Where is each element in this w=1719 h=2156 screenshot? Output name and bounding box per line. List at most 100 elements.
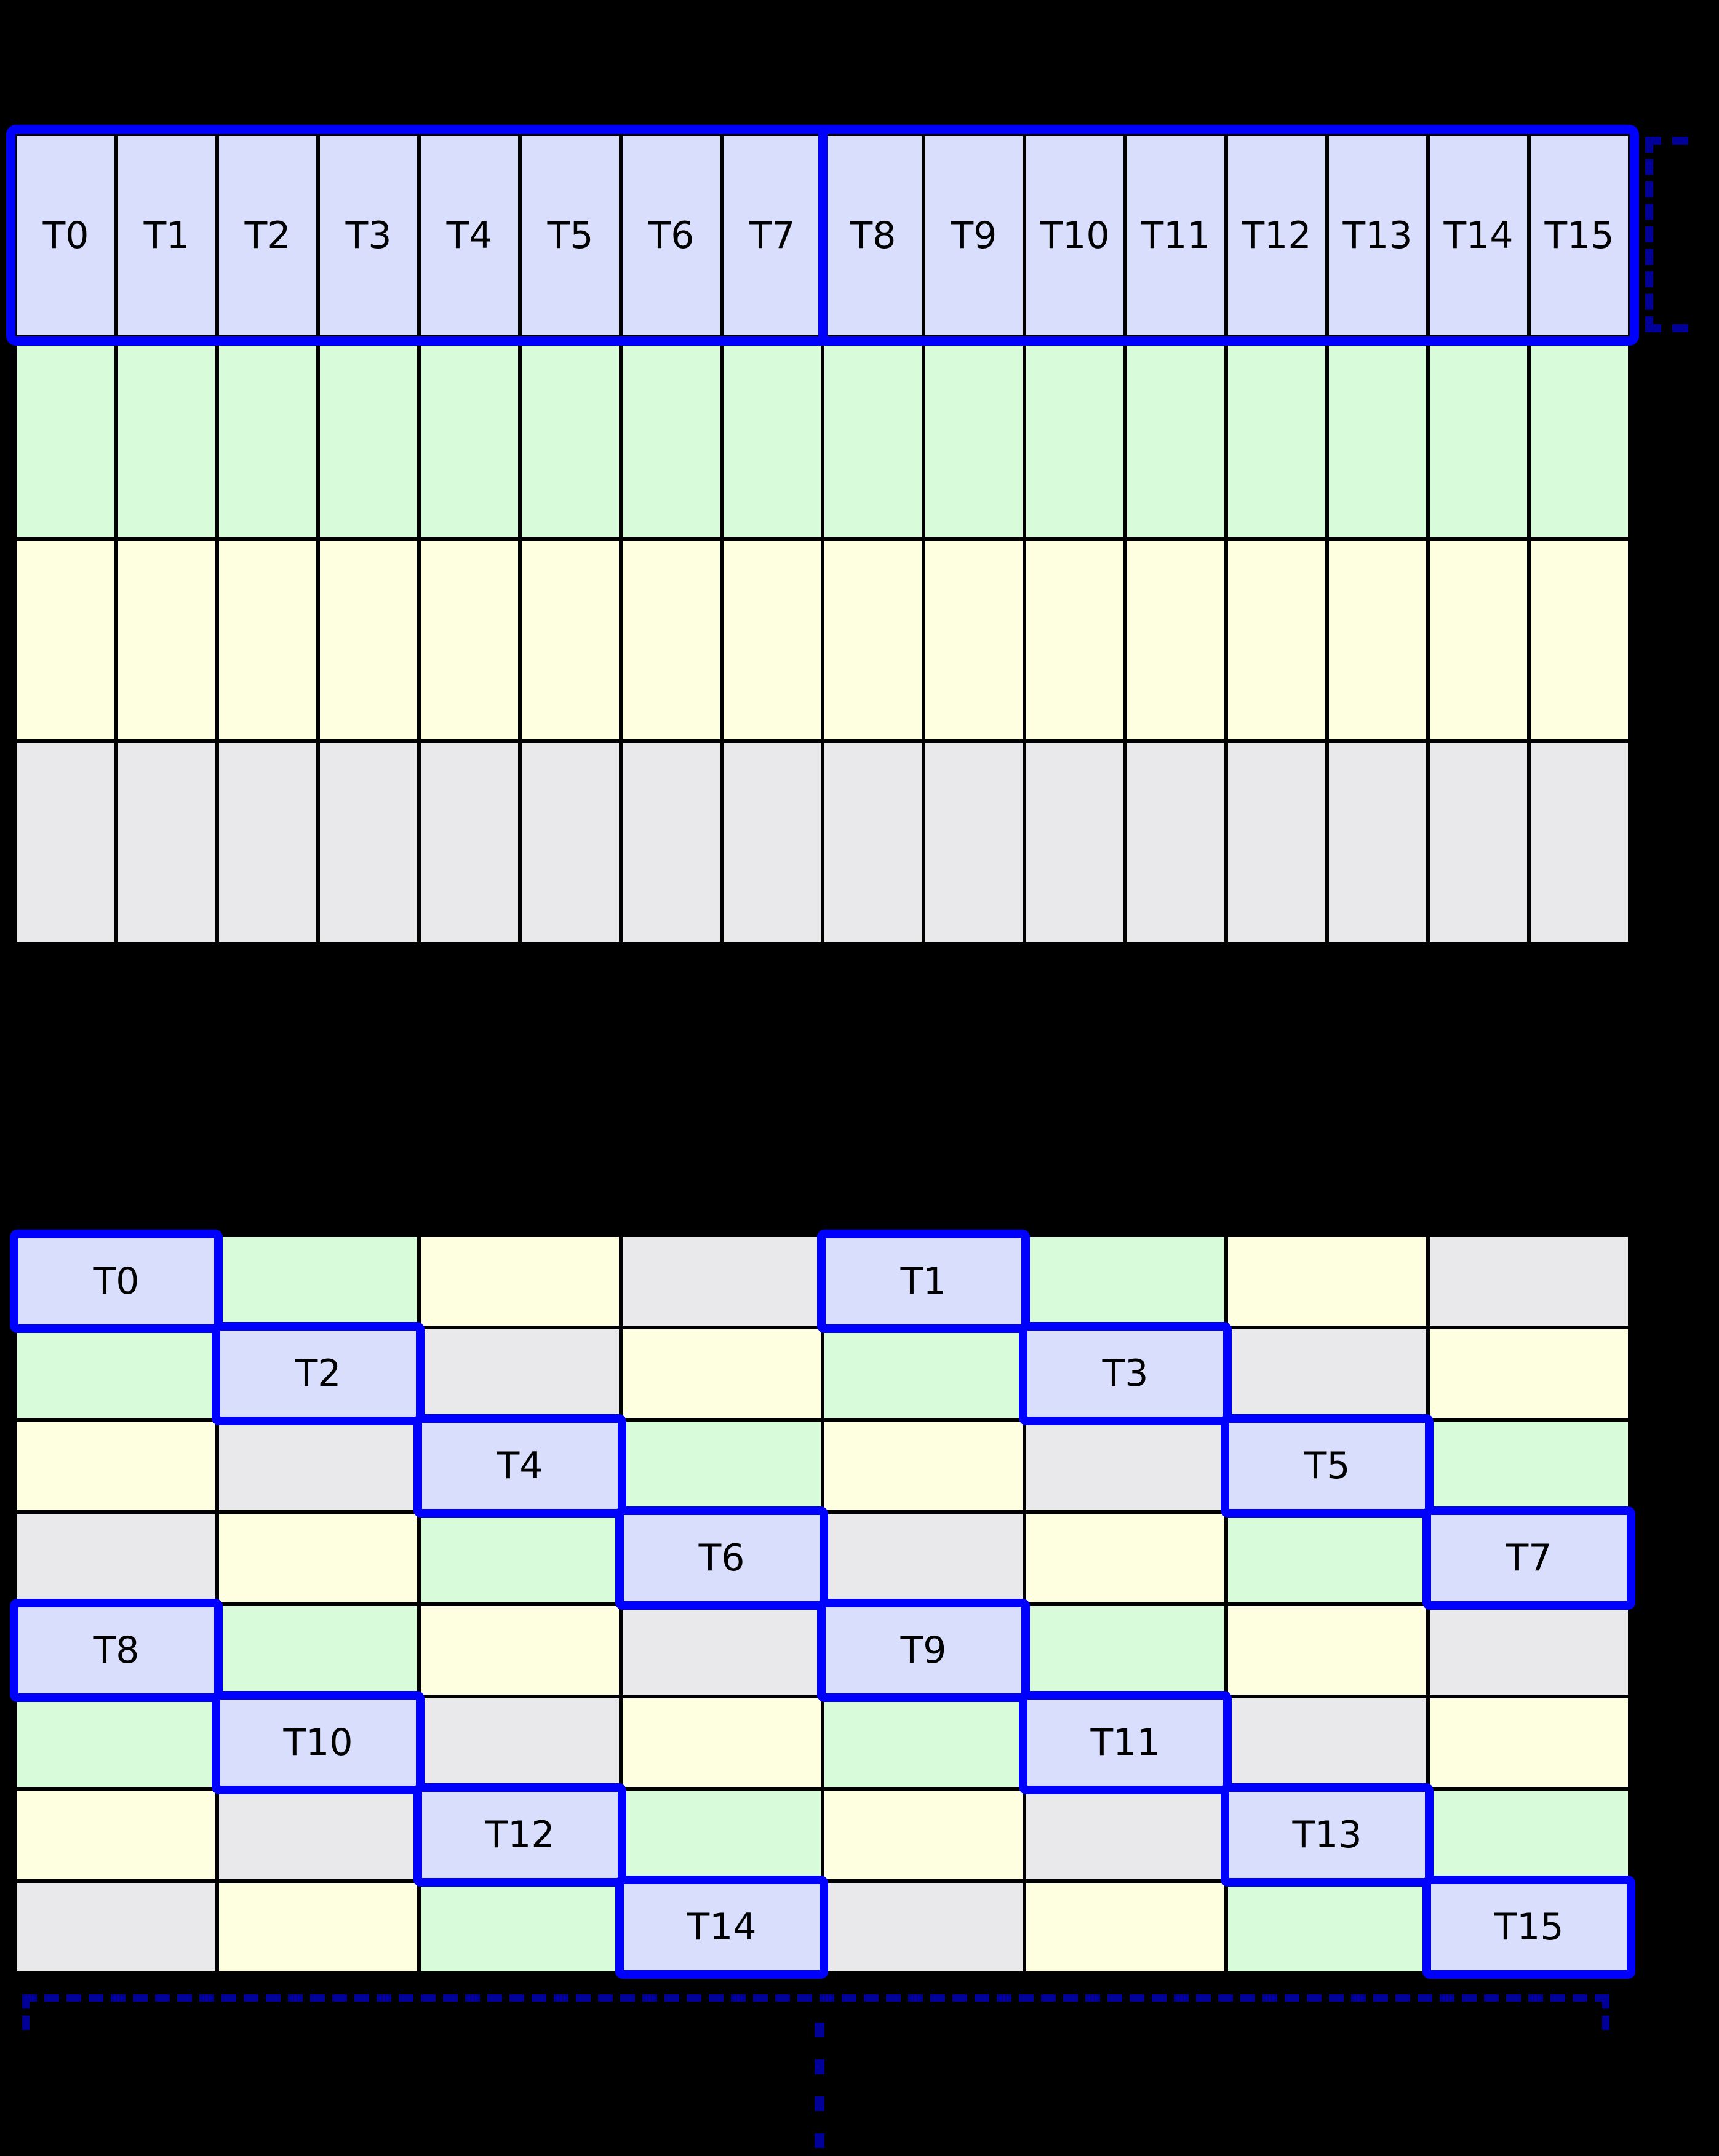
memory-bank-cell xyxy=(1024,1604,1226,1697)
memory-row-cell xyxy=(116,741,217,944)
thread-label: T3 xyxy=(345,213,392,257)
memory-row-cell xyxy=(1024,336,1125,539)
memory-bank-cell xyxy=(419,1327,621,1420)
memory-bank-cell xyxy=(217,1604,419,1697)
thread-label: T7 xyxy=(749,213,796,257)
memory-bank-cell xyxy=(823,1327,1024,1420)
thread-label: T2 xyxy=(295,1352,341,1395)
warp-thread-cell: T13 xyxy=(1327,134,1428,336)
memory-row-cell xyxy=(621,741,722,944)
memory-bank-cell xyxy=(217,1235,419,1327)
thread-label: T0 xyxy=(93,1260,140,1303)
thread-label: T15 xyxy=(1544,213,1614,257)
thread-cell: T5 xyxy=(1221,1414,1434,1518)
memory-row-cell xyxy=(419,741,520,944)
thread-label: T9 xyxy=(900,1629,947,1672)
memory-row-cell xyxy=(1327,539,1428,741)
memory-row-cell xyxy=(520,741,621,944)
memory-bank-cell xyxy=(217,1881,419,1973)
memory-bank-cell xyxy=(1428,1789,1630,1881)
memory-row-cell xyxy=(823,741,923,944)
memory-bank-cell xyxy=(621,1789,823,1881)
memory-row-cell xyxy=(1327,741,1428,944)
thread-cell: T11 xyxy=(1019,1691,1232,1794)
memory-bank-cell xyxy=(1226,1604,1428,1697)
memory-row-cell xyxy=(621,336,722,539)
memory-bank-cell xyxy=(217,1420,419,1512)
memory-bank-cell xyxy=(621,1697,823,1789)
memory-bank-cell xyxy=(823,1789,1024,1881)
memory-row-cell xyxy=(823,539,923,741)
thread-label: T7 xyxy=(1506,1537,1552,1580)
memory-bank-cell xyxy=(1428,1604,1630,1697)
warp-thread-cell: T8 xyxy=(823,134,923,336)
memory-bank-cell xyxy=(621,1327,823,1420)
thread-cell: T15 xyxy=(1422,1876,1635,1979)
memory-row-cell xyxy=(419,539,520,741)
warp-thread-cell: T11 xyxy=(1125,134,1226,336)
thread-label: T14 xyxy=(687,1906,757,1949)
memory-row-cell xyxy=(520,539,621,741)
memory-row-cell xyxy=(722,539,823,741)
thread-label: T1 xyxy=(900,1260,947,1303)
memory-row-cell xyxy=(1529,336,1630,539)
memory-bank-cell xyxy=(15,1512,217,1604)
memory-row-cell xyxy=(1529,539,1630,741)
thread-label: T3 xyxy=(1102,1352,1149,1395)
memory-bank-cell xyxy=(217,1512,419,1604)
thread-cell: T0 xyxy=(10,1230,223,1333)
memory-row-cell xyxy=(15,539,116,741)
thread-cell: T9 xyxy=(817,1599,1030,1702)
thread-cell: T12 xyxy=(413,1783,626,1887)
thread-cell: T4 xyxy=(413,1414,626,1518)
memory-bank-cell xyxy=(419,1697,621,1789)
thread-label: T11 xyxy=(1090,1721,1160,1764)
thread-label: T4 xyxy=(446,213,493,257)
thread-label: T14 xyxy=(1443,213,1514,257)
warp-half-divider xyxy=(818,125,828,346)
memory-row-cell xyxy=(116,539,217,741)
memory-row-cell xyxy=(520,336,621,539)
thread-cell: T14 xyxy=(615,1876,828,1979)
thread-cell: T6 xyxy=(615,1506,828,1610)
thread-cell: T2 xyxy=(212,1322,425,1425)
memory-row-cell xyxy=(1125,336,1226,539)
memory-row-cell xyxy=(1529,741,1630,944)
warp-thread-cell: T14 xyxy=(1428,134,1529,336)
thread-cell: T3 xyxy=(1019,1322,1232,1425)
memory-row-cell xyxy=(1125,741,1226,944)
memory-row-cell xyxy=(823,336,923,539)
memory-bank-cell xyxy=(823,1512,1024,1604)
memory-bank-cell xyxy=(823,1881,1024,1973)
warp-thread-cell: T1 xyxy=(116,134,217,336)
memory-row-cell xyxy=(217,336,318,539)
memory-bank-cell xyxy=(1226,1235,1428,1327)
memory-row-cell xyxy=(419,336,520,539)
memory-row-cell xyxy=(318,539,419,741)
thread-label: T10 xyxy=(283,1721,353,1764)
memory-row-cell xyxy=(15,336,116,539)
ellipsis-dash xyxy=(815,2059,824,2074)
memory-bank-cell xyxy=(419,1604,621,1697)
thread-label: T4 xyxy=(497,1444,543,1487)
warp-thread-cell: T6 xyxy=(621,134,722,336)
memory-row-cell xyxy=(1428,336,1529,539)
warp-thread-cell: T4 xyxy=(419,134,520,336)
warp-thread-cell: T0 xyxy=(15,134,116,336)
memory-bank-cell xyxy=(1226,1327,1428,1420)
ellipsis-dash xyxy=(815,2023,824,2037)
thread-label: T1 xyxy=(143,213,190,257)
thread-label: T12 xyxy=(485,1813,555,1856)
ellipsis-dash xyxy=(815,2096,824,2111)
memory-bank-cell xyxy=(1428,1420,1630,1512)
memory-row-cell xyxy=(1327,336,1428,539)
memory-bank-cell xyxy=(15,1327,217,1420)
memory-bank-cell xyxy=(823,1697,1024,1789)
thread-cell: T13 xyxy=(1221,1783,1434,1887)
memory-row-cell xyxy=(722,336,823,539)
memory-bank-cell xyxy=(621,1235,823,1327)
memory-bank-cell xyxy=(1428,1235,1630,1327)
thread-cell: T7 xyxy=(1422,1506,1635,1610)
memory-row-cell xyxy=(1024,741,1125,944)
